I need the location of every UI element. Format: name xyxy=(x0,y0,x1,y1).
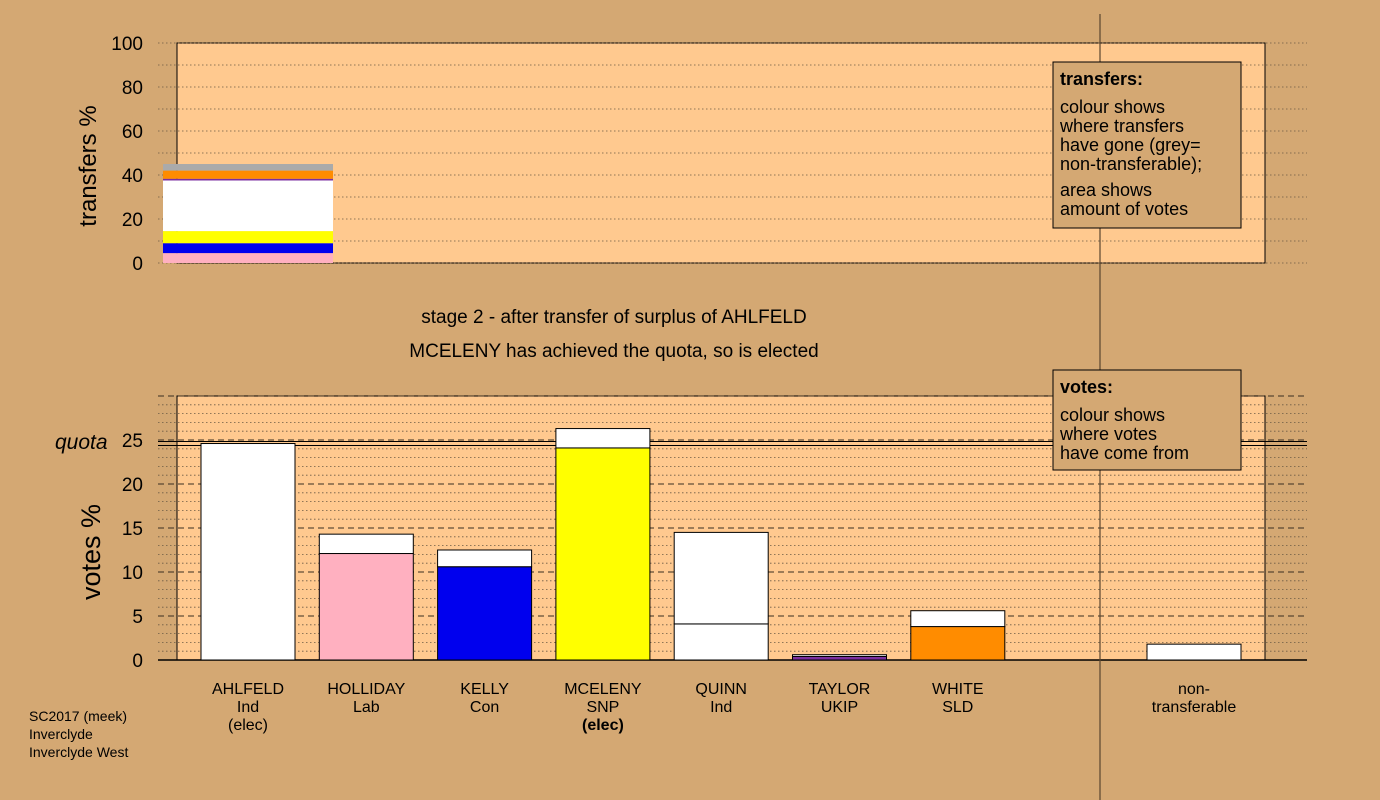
candidate-name-label: HOLLIDAY xyxy=(327,681,405,698)
nontransferable-bar xyxy=(1146,643,1242,661)
transfers-y-tick-label: 60 xyxy=(122,122,143,143)
candidate-name-label: WHITE xyxy=(932,681,984,698)
votes-legend-line-2: where votes xyxy=(1059,424,1157,444)
vote-bar-base xyxy=(200,443,296,661)
vote-bar-base xyxy=(555,447,651,661)
candidate-party-label: Ind xyxy=(710,699,732,716)
transfer-segment xyxy=(163,231,333,244)
transfer-segment xyxy=(163,253,333,263)
transfers-legend-line-5: area shows xyxy=(1060,180,1152,200)
transfers-legend-line-6: amount of votes xyxy=(1060,199,1188,219)
candidate-party-label: Lab xyxy=(353,699,380,716)
votes-legend-title: votes: xyxy=(1060,377,1113,397)
nontransferable-label: transferable xyxy=(1152,699,1237,716)
stage-title: stage 2 - after transfer of surplus of A… xyxy=(421,307,806,328)
quota-label: quota xyxy=(55,431,108,454)
votes-y-tick-label: 10 xyxy=(122,563,143,584)
transfers-y-tick-label: 80 xyxy=(122,78,143,99)
transfers-legend-title: transfers: xyxy=(1060,69,1143,89)
votes-y-axis-label: votes % xyxy=(76,504,106,600)
transfer-segment xyxy=(163,180,333,232)
transfers-legend-box xyxy=(1052,61,1242,229)
transfers-legend: transfers: colour shows where transfers … xyxy=(1052,61,1242,229)
transfers-legend-line-3: have gone (grey= xyxy=(1060,135,1201,155)
vote-bar-transfer xyxy=(673,531,769,625)
transfers-y-axis-label: transfers % xyxy=(75,105,102,226)
transfer-segment xyxy=(163,243,333,254)
candidate-name-label: AHLFELD xyxy=(212,681,284,698)
transfers-legend-line-2: where transfers xyxy=(1059,116,1184,136)
vote-bar-transfer xyxy=(318,533,414,555)
candidate-name-label: QUINN xyxy=(695,681,747,698)
candidate-party-label: SNP xyxy=(586,699,619,716)
transfers-legend-line-1: colour shows xyxy=(1060,97,1165,117)
footer-council: Inverclyde xyxy=(29,726,93,742)
votes-y-tick-label: 0 xyxy=(132,651,143,672)
vote-bar-base xyxy=(318,553,414,661)
candidate-name-label: TAYLOR xyxy=(809,681,871,698)
transfers-y-ticks: 0 20 40 60 80 100 xyxy=(111,34,143,275)
vote-bar-base xyxy=(910,626,1006,661)
vote-bar-base xyxy=(673,623,769,661)
candidate-elected-label: (elec) xyxy=(582,717,624,734)
vote-bar-transfer xyxy=(792,654,887,657)
transfer-segment xyxy=(163,178,333,181)
footer-election: SC2017 (meek) xyxy=(29,708,127,724)
vote-bar-base xyxy=(792,655,887,661)
votes-y-tick-label: 25 xyxy=(122,431,143,452)
vote-bar-base xyxy=(437,566,533,661)
footer-ward: Inverclyde West xyxy=(29,744,128,760)
stage-status: MCELENY has achieved the quota, so is el… xyxy=(409,341,818,362)
votes-legend-line-1: colour shows xyxy=(1060,405,1165,425)
transfers-stacked-bar xyxy=(163,164,333,263)
transfers-y-tick-label: 0 xyxy=(132,254,143,275)
votes-legend: votes: colour shows where votes have com… xyxy=(1052,369,1242,471)
votes-y-tick-label: 5 xyxy=(132,607,143,628)
transfers-legend-line-4: non-transferable); xyxy=(1060,154,1202,174)
candidate-elected-label: (elec) xyxy=(228,717,268,734)
candidate-party-label: UKIP xyxy=(821,699,858,716)
candidate-name-label: MCELENY xyxy=(564,681,642,698)
candidate-party-label: SLD xyxy=(942,699,973,716)
votes-legend-line-3: have come from xyxy=(1060,443,1189,463)
votes-y-tick-label: 20 xyxy=(122,475,143,496)
nontransferable-label: non- xyxy=(1178,681,1210,698)
vote-bar-transfer xyxy=(910,610,1006,628)
transfers-y-tick-label: 100 xyxy=(111,34,143,55)
votes-y-ticks: 0 5 10 15 20 25 xyxy=(122,431,143,672)
transfer-segment xyxy=(163,170,333,179)
candidate-party-label: Ind xyxy=(237,699,259,716)
candidate-party-label: Con xyxy=(470,699,499,716)
votes-x-labels: AHLFELDInd(elec)HOLLIDAYLabKELLYConMCELE… xyxy=(212,681,1236,734)
vote-bar-transfer xyxy=(437,549,533,568)
votes-y-tick-label: 15 xyxy=(122,519,143,540)
candidate-name-label: KELLY xyxy=(460,681,509,698)
transfers-y-tick-label: 40 xyxy=(122,166,143,187)
vote-bar-transfer xyxy=(555,428,651,449)
votes-legend-box xyxy=(1052,369,1242,471)
transfers-y-tick-label: 20 xyxy=(122,210,143,231)
transfer-segment xyxy=(163,164,333,171)
votes-bars xyxy=(200,428,1242,661)
